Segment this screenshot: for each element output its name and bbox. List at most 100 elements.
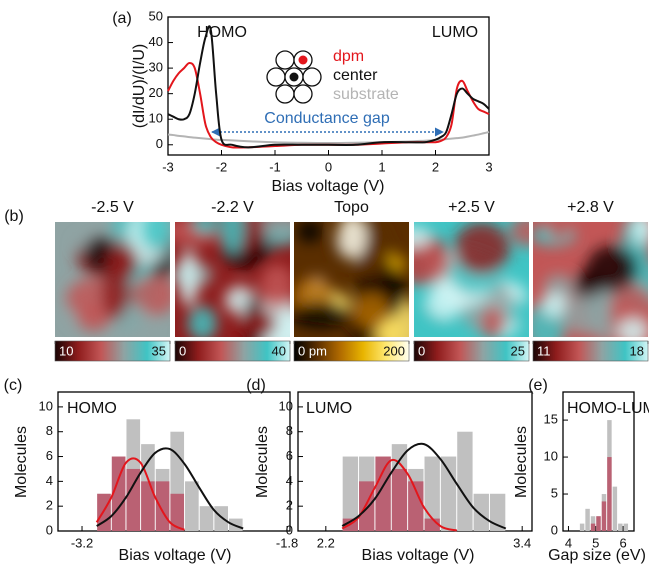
histogram-bar: [618, 523, 623, 531]
map-blob: [548, 222, 570, 241]
x-tick-label: -1: [269, 159, 281, 174]
colorbar-label: 0: [418, 343, 425, 358]
title: HOMO: [67, 400, 117, 417]
map-blob: [414, 226, 433, 248]
x-tick-label: -3.2: [71, 535, 93, 550]
image-title: +2.5 V: [448, 199, 495, 216]
map-blob: [574, 269, 600, 303]
colorbar: [174, 340, 291, 362]
map-blob: [510, 222, 529, 247]
legend-label: substrate: [333, 86, 399, 103]
map-blobs: [66, 222, 170, 337]
map-blob: [297, 222, 322, 243]
y-tick-label: 50: [149, 8, 163, 23]
fit-curve: [96, 447, 244, 530]
y-tick-label: 5: [551, 485, 558, 500]
map-blob: [259, 263, 290, 309]
y-tick-label: 8: [286, 423, 293, 438]
map-blob: [105, 244, 140, 281]
x-tick-label: -1.8: [276, 535, 298, 550]
y-tick-label: 10: [279, 398, 293, 413]
y-tick-label: 20: [149, 85, 163, 100]
label: (a): [112, 10, 132, 27]
map-blobs: [414, 222, 529, 337]
xlabel: Bias voltage (V): [362, 547, 475, 564]
x-tick-label: 5: [592, 535, 599, 550]
fit-curve: [341, 442, 507, 530]
annotation: Conductance gap: [264, 110, 390, 127]
ylabel: Molecules: [13, 426, 30, 498]
histogram-bar: [585, 508, 590, 531]
x-tick-label: -3: [162, 159, 174, 174]
map-blob: [541, 292, 568, 318]
histogram-bar: [214, 506, 228, 531]
histogram-bar: [126, 468, 141, 531]
legend-label: center: [333, 67, 378, 84]
map-blob: [586, 245, 639, 292]
colorbar: [293, 340, 410, 362]
x-tick-label: 3: [485, 159, 492, 174]
image-title: +2.8 V: [567, 199, 614, 216]
histogram-bar: [596, 516, 601, 531]
title: HOMO-LUMO gap: [567, 400, 649, 417]
map-image: [414, 222, 529, 337]
x-tick-label: 2.2: [317, 535, 335, 550]
map-image: [294, 222, 409, 337]
y-tick-label: 0: [156, 136, 163, 151]
colorbar: [54, 340, 171, 362]
map-image: [533, 222, 648, 337]
colorbar-label: 40: [272, 343, 286, 358]
map-image: [55, 222, 170, 337]
image-title: -2.2 V: [211, 199, 254, 216]
colorbar-label: 0 pm: [298, 343, 327, 358]
map-blob: [414, 237, 451, 286]
y-tick-label: 10: [39, 398, 53, 413]
histogram-bar: [579, 523, 585, 531]
annotation: LUMO: [432, 24, 478, 41]
map-blob: [140, 222, 170, 250]
histogram-bar: [601, 501, 607, 531]
y-tick-label: 15: [544, 412, 558, 427]
colorbar-label: 18: [630, 343, 644, 358]
title: LUMO: [306, 400, 352, 417]
map-blob: [178, 250, 199, 307]
colorbar-label: 10: [59, 343, 73, 358]
map-blobs: [294, 222, 409, 337]
map-image: [175, 222, 290, 337]
map-blob: [187, 305, 218, 337]
map-blobs: [533, 222, 648, 337]
histogram-bar: [141, 481, 155, 531]
histogram-bar: [155, 481, 170, 531]
x-tick-label: 4: [565, 535, 572, 550]
y-tick-label: 2: [286, 498, 293, 513]
map-blob: [338, 222, 367, 259]
histogram-bar: [457, 431, 473, 531]
y-tick-label: 6: [286, 448, 293, 463]
map-blob: [562, 294, 612, 336]
colorbar-label: 35: [152, 343, 166, 358]
image-title: Topo: [334, 199, 369, 216]
colorbar: [413, 340, 530, 362]
histogram-bar: [391, 468, 408, 531]
map-blob: [509, 297, 529, 328]
histogram-bar: [440, 456, 457, 531]
y-tick-label: 2: [46, 498, 53, 513]
xlabel: Gap size (eV): [548, 547, 646, 564]
x-tick-label: 1: [378, 159, 385, 174]
ylabel: (dI/dU)/(I/U): [131, 44, 148, 128]
y-tick-label: 6: [46, 448, 53, 463]
x-tick-label: 3.4: [513, 535, 531, 550]
histogram-bar: [489, 493, 506, 531]
image-title: -2.5 V: [91, 199, 134, 216]
y-tick-label: 10: [149, 111, 163, 126]
legend-label: dpm: [333, 48, 364, 65]
map-blob: [131, 274, 170, 316]
histogram-bar: [185, 481, 199, 531]
colorbar-label: 11: [537, 343, 551, 358]
ylabel: Molecules: [513, 426, 530, 498]
y-tick-label: 8: [46, 423, 53, 438]
label: (d): [246, 377, 266, 394]
xlabel: Bias voltage (V): [119, 547, 232, 564]
series-line: [167, 25, 490, 149]
